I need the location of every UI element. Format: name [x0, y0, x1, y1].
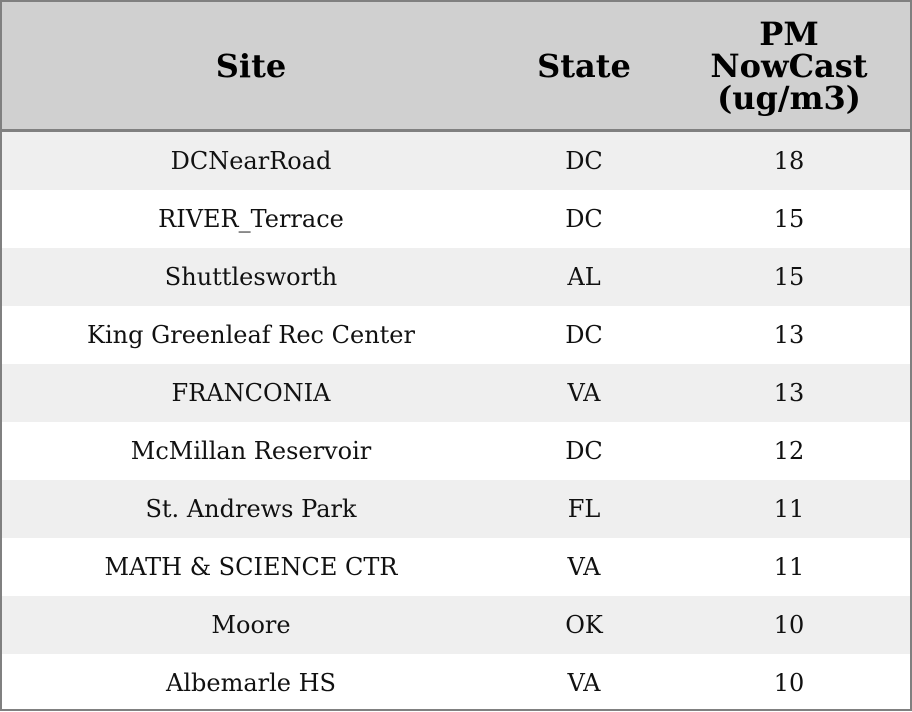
- pm-value-cell: 15: [773, 205, 805, 233]
- state-cell: DC: [565, 437, 603, 465]
- site-cell: FRANCONIA: [2, 364, 500, 422]
- site-cell: MATH & SCIENCE CTR: [104, 553, 398, 581]
- state-cell: DC: [500, 130, 668, 190]
- pm-value-cell: 11: [773, 553, 805, 581]
- state-cell: VA: [500, 364, 668, 422]
- site-cell: St. Andrews Park: [2, 480, 500, 538]
- column-header-line: State: [537, 46, 631, 85]
- column-header-line: NowCast: [710, 46, 868, 85]
- header-row: Site State PM NowCast (ug/m3): [2, 2, 910, 132]
- table-row: RIVER_Terrace DC 15: [2, 190, 910, 248]
- table-row: King Greenleaf Rec Center DC 13: [2, 306, 910, 364]
- state-cell: DC: [565, 321, 603, 349]
- site-cell: RIVER_Terrace: [158, 205, 344, 233]
- state-cell: FL: [500, 480, 668, 538]
- table-row: Albemarle HS VA 10: [2, 654, 910, 712]
- site-cell: McMillan Reservoir: [130, 437, 372, 465]
- pm-value-cell: 13: [668, 364, 910, 422]
- state-cell: VA: [567, 553, 601, 581]
- state-cell: OK: [500, 596, 668, 654]
- pm-value-cell: 18: [668, 130, 910, 190]
- column-header: State: [500, 2, 668, 132]
- column-header-line: PM: [759, 14, 819, 53]
- site-cell: Shuttlesworth: [2, 248, 500, 306]
- table-row: Shuttlesworth AL 15: [2, 248, 910, 306]
- column-header: Site: [2, 2, 500, 132]
- pm-value-cell: 10: [668, 596, 910, 654]
- state-cell: AL: [500, 248, 668, 306]
- site-cell: DCNearRoad: [2, 130, 500, 190]
- table-row: St. Andrews Park FL 11: [2, 480, 910, 538]
- column-header-line: (ug/m3): [717, 78, 861, 117]
- site-cell: Albemarle HS: [166, 669, 336, 697]
- table-row: Moore OK 10: [2, 596, 910, 654]
- pm-value-cell: 11: [668, 480, 910, 538]
- state-cell: VA: [567, 669, 601, 697]
- table-row: MATH & SCIENCE CTR VA 11: [2, 538, 910, 596]
- column-header: PM NowCast (ug/m3): [668, 2, 910, 132]
- pm-value-cell: 12: [773, 437, 805, 465]
- site-cell: Moore: [2, 596, 500, 654]
- column-header-line: Site: [215, 46, 287, 85]
- table-row: McMillan Reservoir DC 12: [2, 422, 910, 480]
- state-cell: DC: [565, 205, 603, 233]
- site-cell: King Greenleaf Rec Center: [87, 321, 415, 349]
- pm-value-cell: 13: [773, 321, 805, 349]
- table-row: DCNearRoad DC 18: [2, 130, 910, 190]
- pm-value-cell: 15: [668, 248, 910, 306]
- pm-value-cell: 10: [773, 669, 805, 697]
- table-row: FRANCONIA VA 13: [2, 364, 910, 422]
